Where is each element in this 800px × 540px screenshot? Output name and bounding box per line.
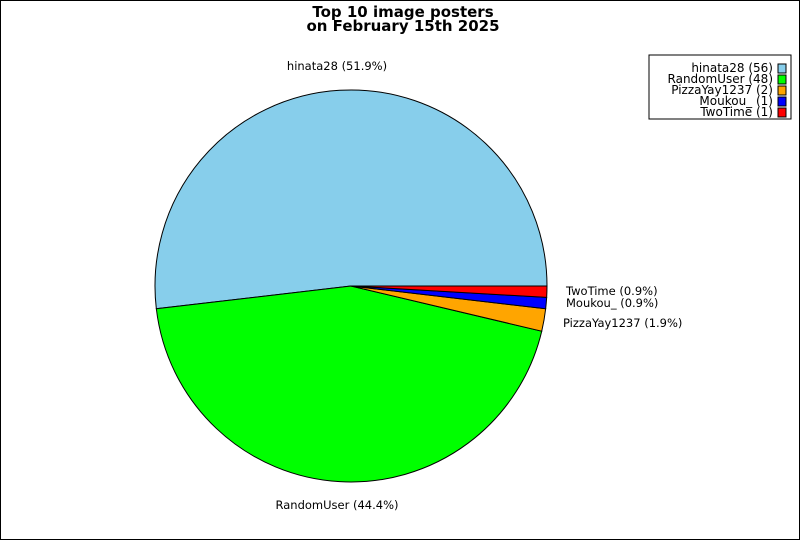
slice-label: Moukou_ (0.9%) xyxy=(566,296,658,310)
legend-box xyxy=(648,54,792,120)
legend: hinata28 (56)RandomUser (48)PizzaYay1237… xyxy=(648,54,792,120)
pie-slice-randomuser xyxy=(155,285,543,483)
slice-label: PizzaYay1237 (1.9%) xyxy=(563,316,682,330)
legend-entry-label: RandomUser (48) xyxy=(668,72,773,86)
legend-entry-label: PizzaYay1237 (2) xyxy=(671,83,773,97)
slice-label: RandomUser (44.4%) xyxy=(276,498,399,512)
pie-slice-hinata28 xyxy=(154,89,548,310)
legend-entry-label: hinata28 (56) xyxy=(691,61,773,75)
slice-label: hinata28 (51.9%) xyxy=(287,59,387,73)
slice-labels: hinata28 (51.9%) RandomUser (44.4%) PizzaY… xyxy=(276,59,683,512)
legend-swatch xyxy=(777,96,787,107)
legend-swatch xyxy=(777,85,787,96)
legend-entry-label: TwoTime (1) xyxy=(699,105,773,119)
legend-entry-label: Moukou_ (1) xyxy=(699,94,773,108)
pie-slices xyxy=(154,89,548,483)
chart-title-line-2: on February 15th 2025 xyxy=(306,17,499,35)
legend-swatch xyxy=(777,63,787,74)
chart-title-line-1: Top 10 image posters xyxy=(312,3,493,21)
slice-label: TwoTime (0.9%) xyxy=(565,284,658,298)
legend-swatch xyxy=(777,74,787,85)
pie-slice-twotime xyxy=(350,285,548,298)
legend-swatch xyxy=(777,107,787,118)
